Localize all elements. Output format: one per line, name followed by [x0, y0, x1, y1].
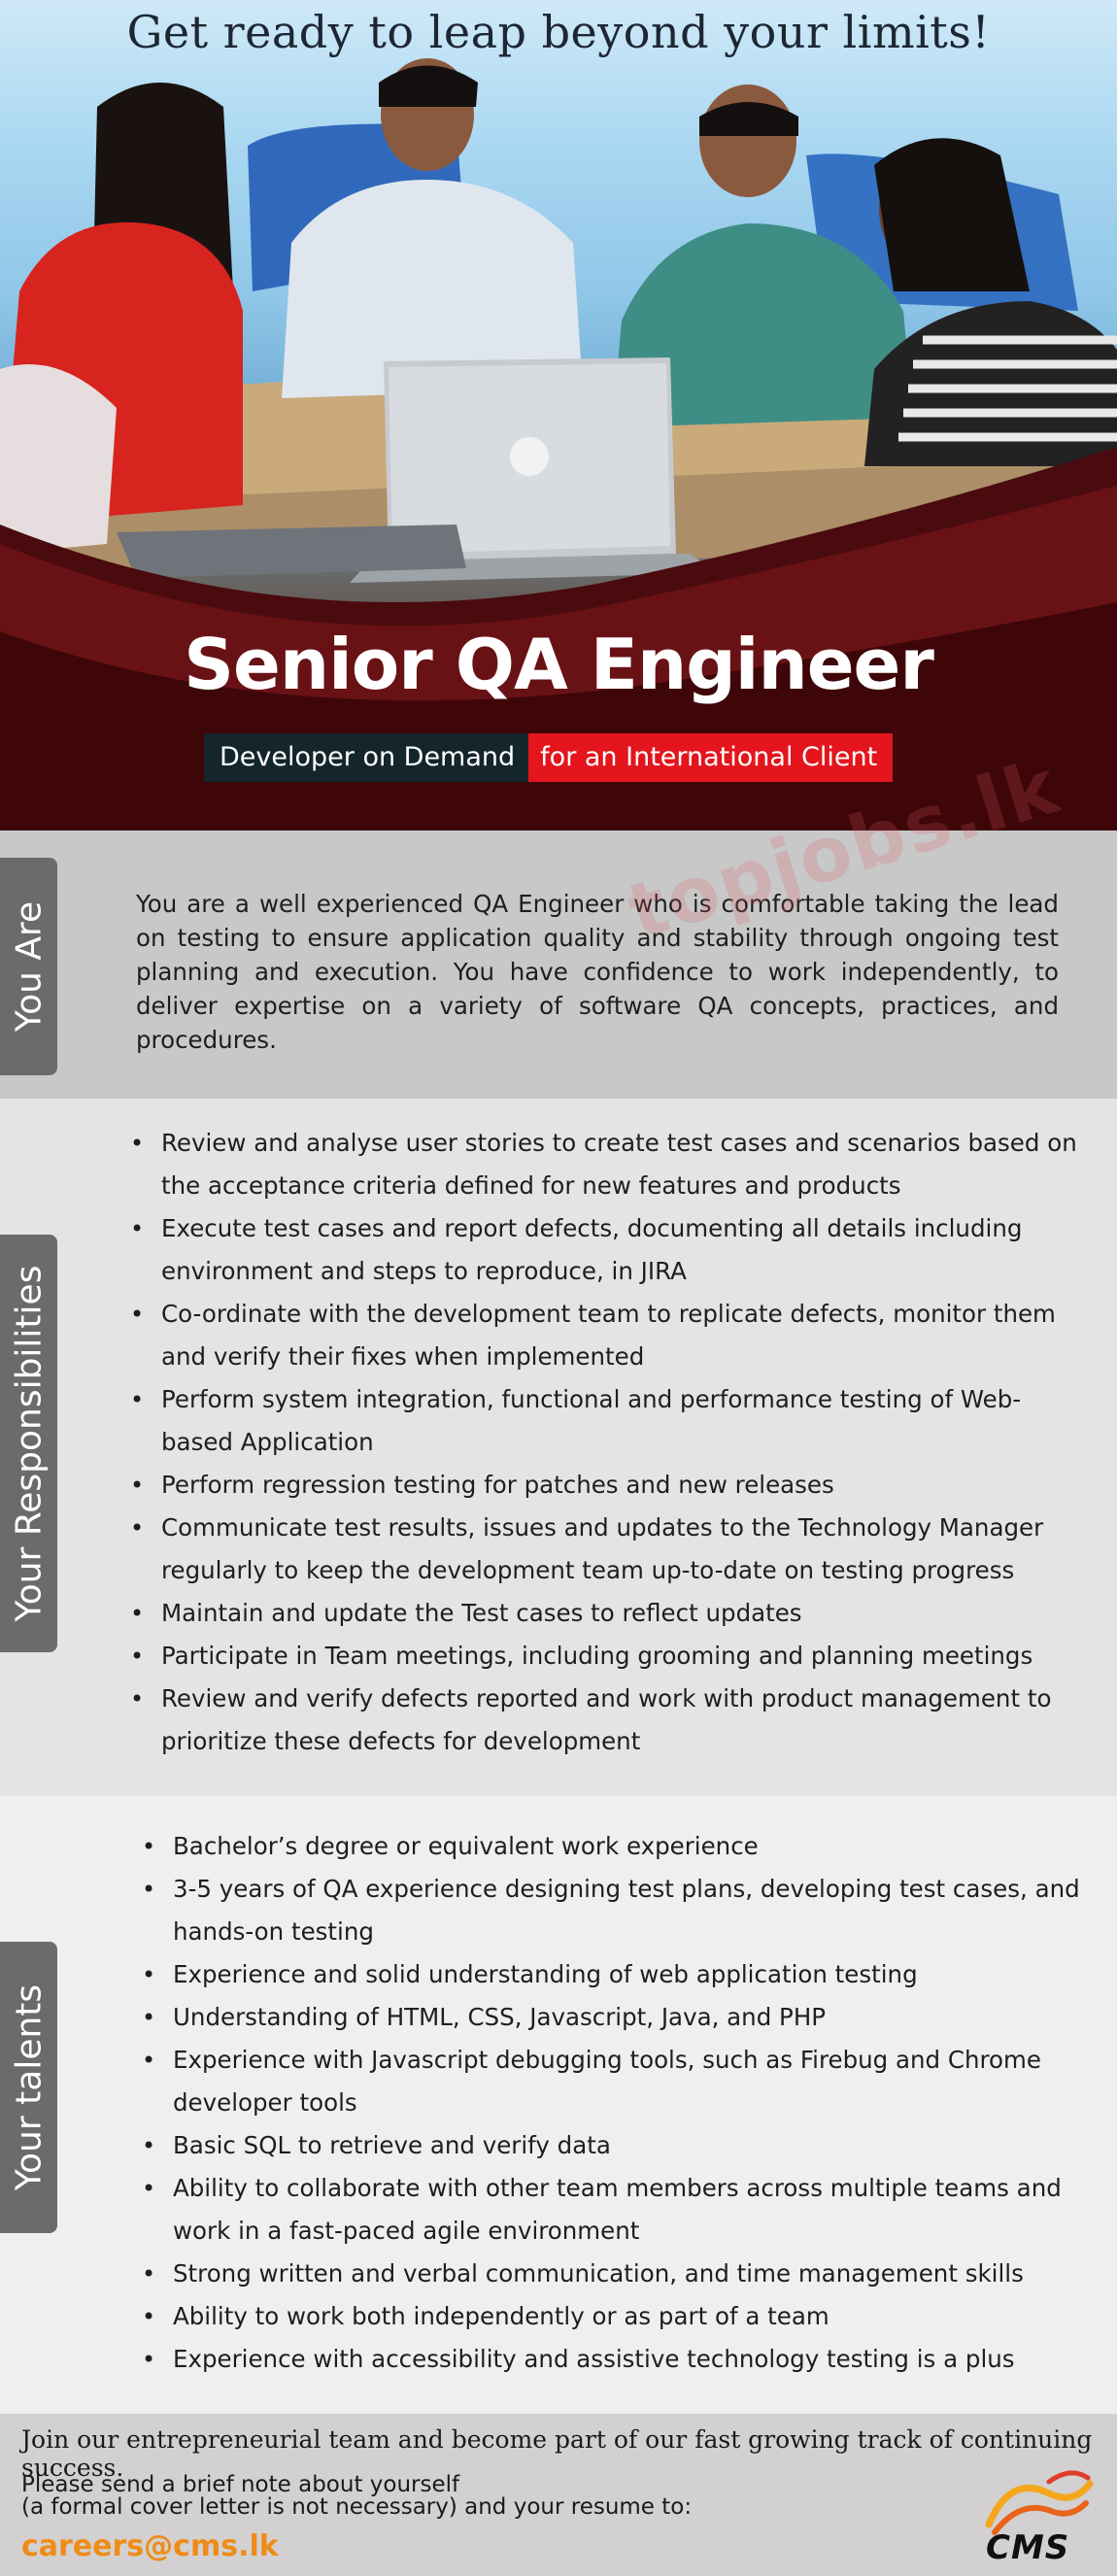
list-item: Ability to collaborate with other team m…: [142, 2167, 1089, 2253]
cms-logo-text: CMS: [986, 2528, 1070, 2567]
footer-headline: Join our entrepreneurial team and become…: [21, 2425, 1093, 2482]
list-item: Review and verify defects reported and w…: [130, 1678, 1077, 1763]
footer-instruction: Please send a brief note about yourself: [21, 2472, 460, 2497]
list-item: Perform system integration, functional a…: [130, 1378, 1077, 1464]
list-item: 3-5 years of QA experience designing tes…: [142, 1868, 1089, 1953]
hero-banner: Get ready to leap beyond your limits! Se…: [0, 0, 1117, 830]
list-item: Experience with Javascript debugging too…: [142, 2039, 1089, 2124]
list-item: Co-ordinate with the development team to…: [130, 1293, 1077, 1378]
list-item: Experience and solid understanding of we…: [142, 1953, 1089, 1996]
list-item: Experience with accessibility and assist…: [142, 2338, 1089, 2381]
section-label-talents: Your talents: [9, 1983, 50, 2191]
list-item: Perform regression testing for patches a…: [130, 1464, 1077, 1507]
list-item: Execute test cases and report defects, d…: [130, 1207, 1077, 1293]
list-item: Participate in Team meetings, including …: [130, 1635, 1077, 1678]
responsibilities-list: Review and analyse user stories to creat…: [130, 1122, 1077, 1763]
list-item: Communicate test results, issues and upd…: [130, 1507, 1077, 1592]
list-item: Review and analyse user stories to creat…: [130, 1122, 1077, 1207]
tag-international-client: for an International Client: [528, 733, 894, 782]
list-item: Strong written and verbal communication,…: [142, 2253, 1089, 2295]
side-tab-you-are: You Are: [0, 858, 57, 1075]
section-responsibilities: Your Responsibilities Review and analyse…: [0, 1099, 1117, 1796]
cms-logo-icon: [985, 2470, 1094, 2535]
careers-email-link[interactable]: careers@cms.lk: [21, 2529, 279, 2563]
client-tag: Developer on Demand for an International…: [204, 733, 894, 782]
job-title: Senior QA Engineer: [184, 624, 934, 705]
list-item: Maintain and update the Test cases to re…: [130, 1592, 1077, 1635]
section-talents: Your talents Bachelor’s degree or equiva…: [0, 1796, 1117, 2414]
list-item: Understanding of HTML, CSS, Javascript, …: [142, 1996, 1089, 2039]
side-tab-responsibilities: Your Responsibilities: [0, 1235, 57, 1652]
footer-instruction-note: (a formal cover letter is not necessary)…: [21, 2494, 693, 2520]
section-label-responsibilities: Your Responsibilities: [9, 1265, 50, 1622]
section-label-you-are: You Are: [9, 900, 50, 1033]
you-are-description: You are a well experienced QA Engineer w…: [136, 890, 1059, 1054]
list-item: Basic SQL to retrieve and verify data: [142, 2124, 1089, 2167]
footer: Join our entrepreneurial team and become…: [0, 2414, 1117, 2576]
side-tab-talents: Your talents: [0, 1942, 57, 2233]
tag-developer-on-demand: Developer on Demand: [204, 733, 529, 782]
section-you-are: You Are You are a well experienced QA En…: [0, 830, 1117, 1099]
tagline: Get ready to leap beyond your limits!: [126, 6, 991, 58]
talents-list: Bachelor’s degree or equivalent work exp…: [142, 1825, 1089, 2381]
list-item: Bachelor’s degree or equivalent work exp…: [142, 1825, 1089, 1868]
hero-illustration: [0, 58, 1117, 830]
list-item: Ability to work both independently or as…: [142, 2295, 1089, 2338]
